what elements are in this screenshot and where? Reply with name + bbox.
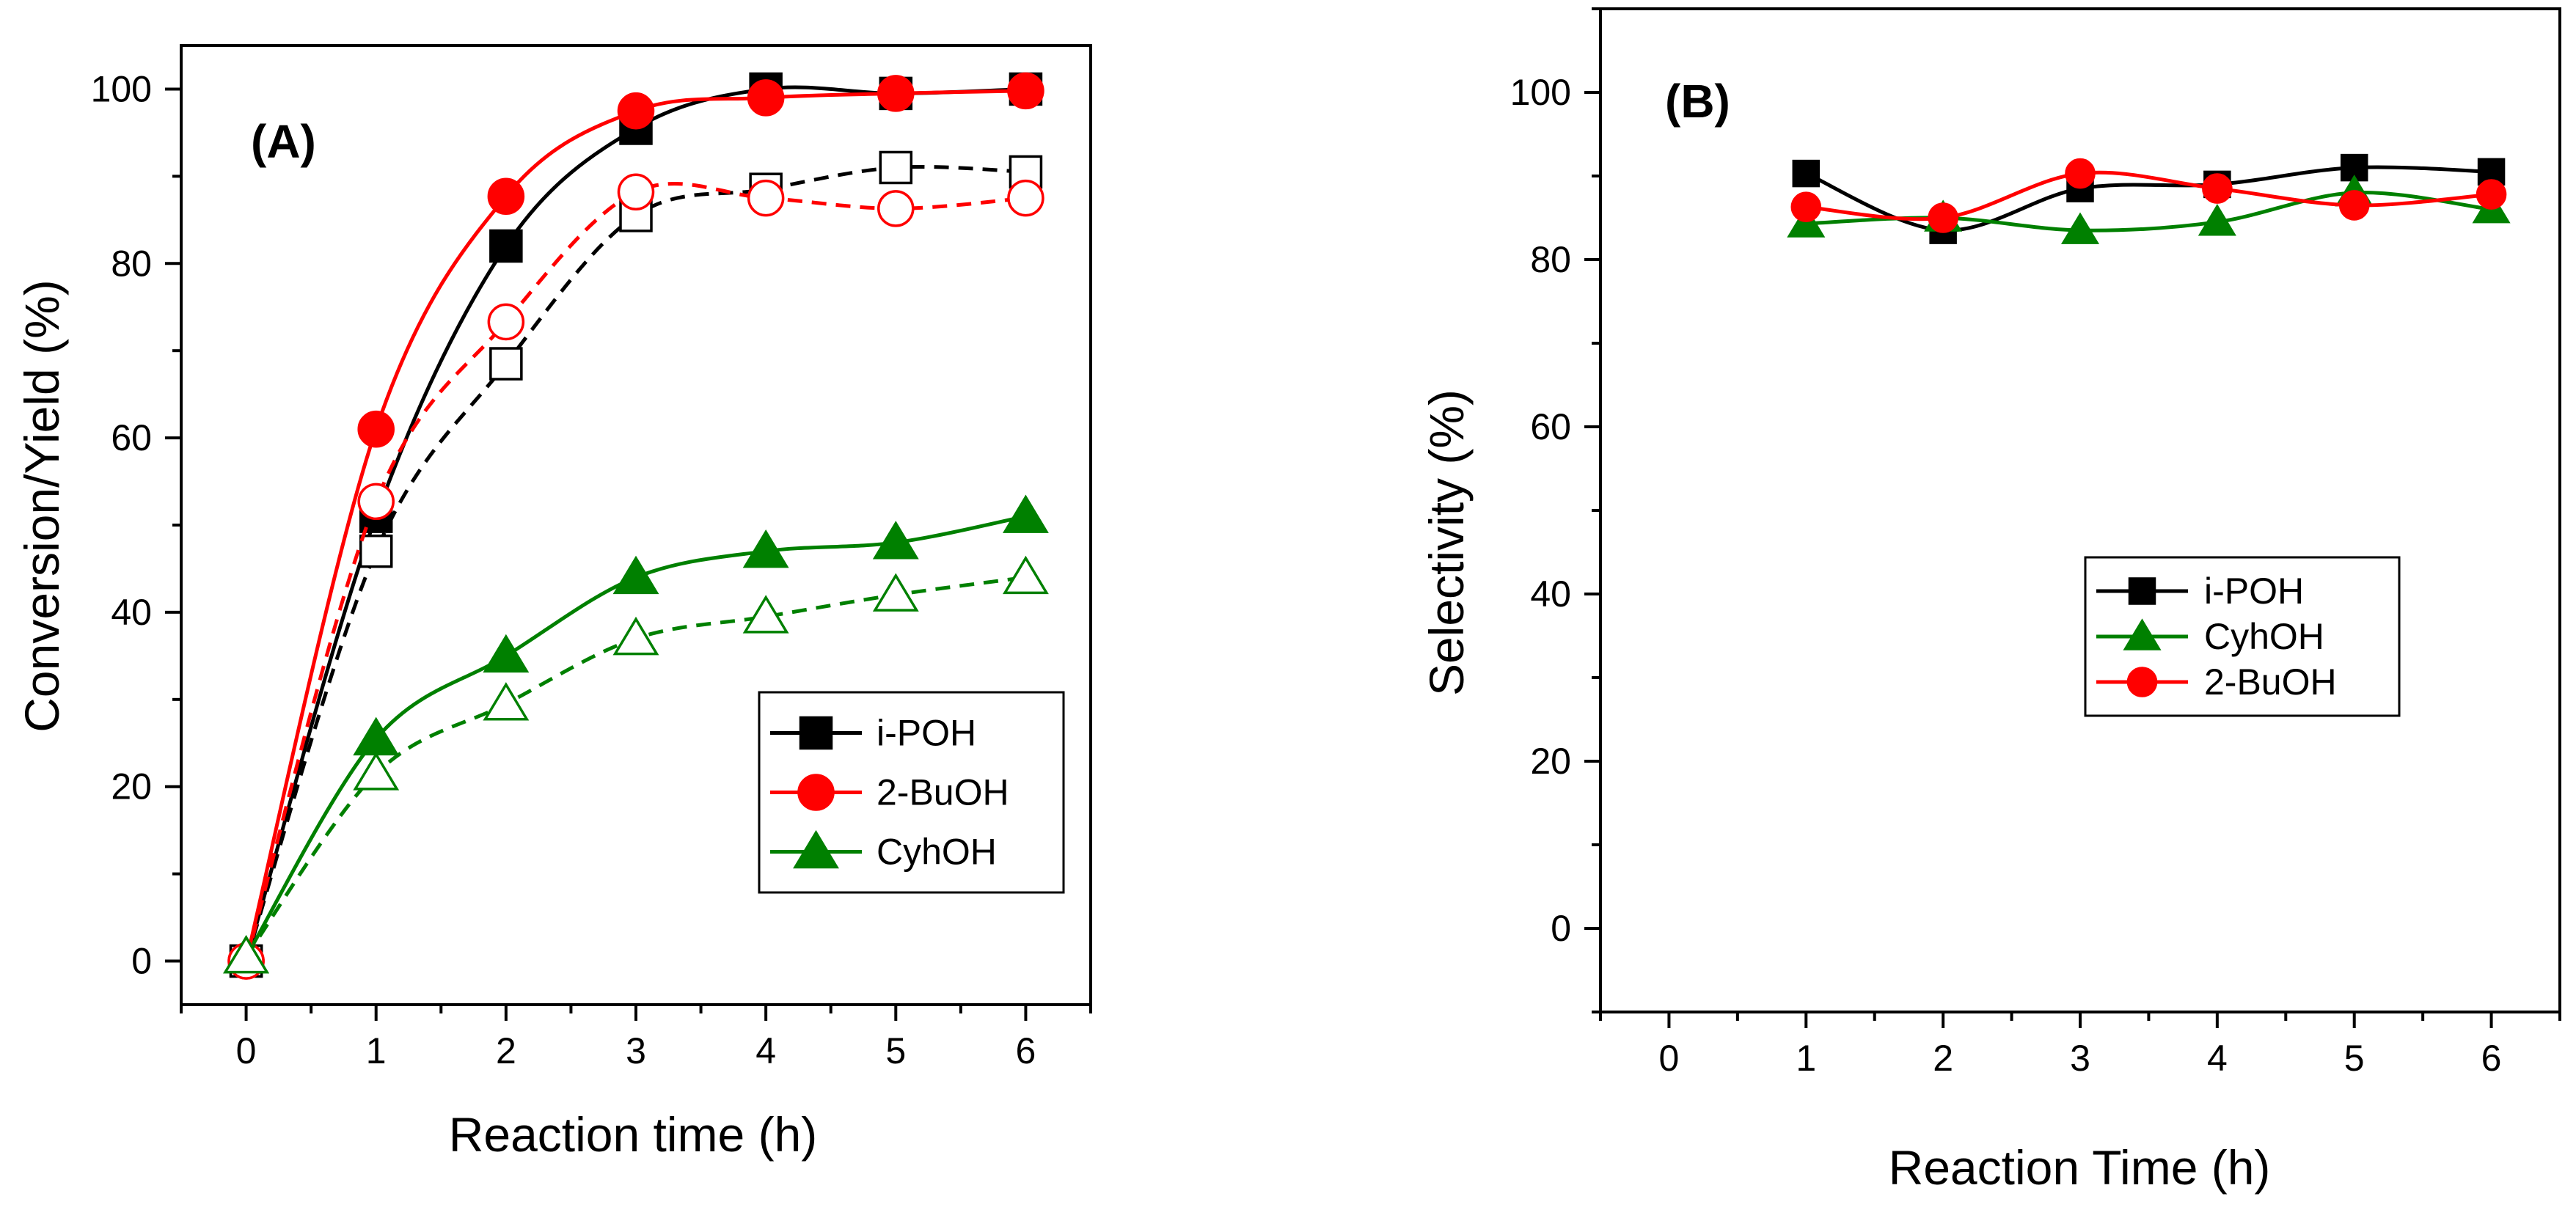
- chart-b-data-point: [2198, 204, 2236, 236]
- chart-b-y-tick-label: 20: [1530, 741, 1571, 782]
- chart-b-data-point: [2065, 158, 2096, 189]
- chart-a-data-point: [747, 179, 785, 217]
- chart-a-data-point: [742, 595, 789, 634]
- chart-a-x-tick-label: 3: [626, 1030, 646, 1071]
- chart-a-data-point: [1002, 555, 1049, 595]
- chart-b-data-point: [1928, 202, 1958, 233]
- chart-a-legend: i-POH 2-BuOH CyhOH: [758, 691, 1065, 894]
- chart-a-data-point: [877, 190, 915, 227]
- chart-a-data-point: [483, 634, 530, 673]
- chart-a-y-tick-label: 20: [111, 766, 152, 807]
- chart-a-data-point: [359, 534, 393, 568]
- chart-b-data-point: [2202, 173, 2233, 204]
- chart-a-data-point: [877, 75, 915, 112]
- chart-b-series-cyhoh: [1787, 175, 2511, 244]
- chart-b-x-tick-label: 0: [1659, 1038, 1680, 1079]
- chart-b-panel-label: (B): [1665, 75, 1730, 128]
- chart-a-data-point: [353, 752, 400, 791]
- chart-a-data-point: [1002, 494, 1049, 533]
- chart-b-series-layer: [1787, 153, 2511, 244]
- chart-a-data-point: [223, 934, 270, 974]
- chart-a-legend-swatch-marker: [793, 829, 839, 869]
- chart-b-legend-label: i-POH: [2204, 571, 2304, 612]
- chart-a-x-tick-label: 6: [1016, 1030, 1036, 1071]
- chart-b-legend-label: CyhOH: [2204, 616, 2324, 657]
- chart-a-data-point: [487, 177, 525, 215]
- chart-b-legend-label: 2-BuOH: [2204, 661, 2337, 703]
- chart-a-data-point: [1007, 72, 1044, 110]
- chart-b-data-point: [2060, 212, 2100, 244]
- chart-b-legend-swatch-marker: [2128, 577, 2156, 605]
- chart-a-data-point: [612, 555, 659, 595]
- chart-b-series-2-buoh: [1790, 158, 2507, 233]
- chart-b-y-tick-label: 40: [1530, 573, 1571, 615]
- chart-a-data-point: [357, 483, 395, 521]
- chart-a-data-point: [879, 150, 913, 185]
- chart-a-x-tick-label: 0: [236, 1030, 257, 1071]
- chart-a-y-tick-label: 0: [131, 941, 152, 982]
- chart-b-y-tick-label: 100: [1510, 72, 1571, 113]
- chart-a-data-point: [872, 521, 919, 560]
- chart-b-data-point: [2476, 179, 2507, 210]
- chart-b-y-tick-label: 60: [1530, 406, 1571, 447]
- chart-b-data-point: [2338, 190, 2370, 221]
- chart-a-x-tick-label: 1: [366, 1030, 387, 1071]
- chart-b-x-tick-label: 2: [1933, 1038, 1953, 1079]
- chart-a-data-point: [612, 616, 659, 656]
- chart-b-x-axis-title: Reaction Time (h): [1889, 1140, 2271, 1195]
- chart-a-panel-label: (A): [251, 115, 316, 168]
- chart-a-legend-swatch-marker: [799, 716, 833, 750]
- chart-a-y-tick-label: 80: [111, 243, 152, 284]
- chart-b-x-tick-label: 6: [2481, 1038, 2502, 1079]
- chart-a-data-point: [742, 529, 789, 568]
- chart-b-x-tick-label: 4: [2207, 1038, 2228, 1079]
- chart-a-x-tick-label: 2: [496, 1030, 516, 1071]
- chart-a-legend-label: CyhOH: [877, 832, 997, 873]
- chart-a-data-point: [617, 173, 655, 211]
- chart-a-legend-swatch-marker: [797, 774, 835, 811]
- chart-a-data-point: [617, 92, 655, 130]
- chart-b-data-point: [1792, 159, 1821, 188]
- chart-a-data-point: [357, 410, 395, 448]
- chart-b-legend-swatch-marker: [2126, 667, 2158, 697]
- chart-b-y-axis-title: Selectivity (%): [1419, 389, 1474, 696]
- chart-a-series-series-5: [223, 555, 1049, 974]
- chart-a-data-point: [483, 682, 530, 721]
- chart-a-y-axis-title: Conversion/Yield (%): [15, 279, 69, 732]
- chart-a-x-tick-label: 5: [885, 1030, 906, 1071]
- chart-b-x-tick-label: 5: [2344, 1038, 2365, 1079]
- chart-b-y-tick-label: 80: [1530, 239, 1571, 280]
- chart-a-series-line: [244, 181, 1026, 962]
- chart-a-series-layer: [223, 72, 1049, 980]
- chart-b-x-tick-label: 3: [2070, 1038, 2090, 1079]
- chart-a-data-point: [487, 303, 525, 341]
- chart-a-x-tick-label: 4: [755, 1030, 776, 1071]
- chart-a-y-tick-label: 60: [111, 417, 152, 458]
- chart-b-y-tick-label: 0: [1551, 908, 1571, 949]
- chart-a-y-tick-label: 100: [91, 68, 152, 109]
- chart-a-legend-label: i-POH: [877, 713, 976, 754]
- chart-a-data-point: [747, 79, 785, 117]
- chart-a-series-cyhoh: [223, 494, 1049, 974]
- chart-b-series-line: [1806, 170, 2492, 221]
- chart-a-data-point: [489, 229, 523, 263]
- chart-b-legend-swatch-marker: [2123, 618, 2162, 650]
- chart-a-data-point: [489, 347, 523, 381]
- chart-a-x-axis-title: Reaction time (h): [449, 1107, 818, 1162]
- chart-a-legend-label: 2-BuOH: [877, 772, 1009, 813]
- chart-a-data-point: [1007, 179, 1044, 217]
- chart-a-series-line: [244, 89, 1026, 962]
- chart-a-data-point: [872, 573, 919, 612]
- chart-b-x-tick-label: 1: [1796, 1038, 1816, 1079]
- chart-b-data-point: [1790, 191, 1822, 222]
- chart-a-y-tick-label: 40: [111, 592, 152, 633]
